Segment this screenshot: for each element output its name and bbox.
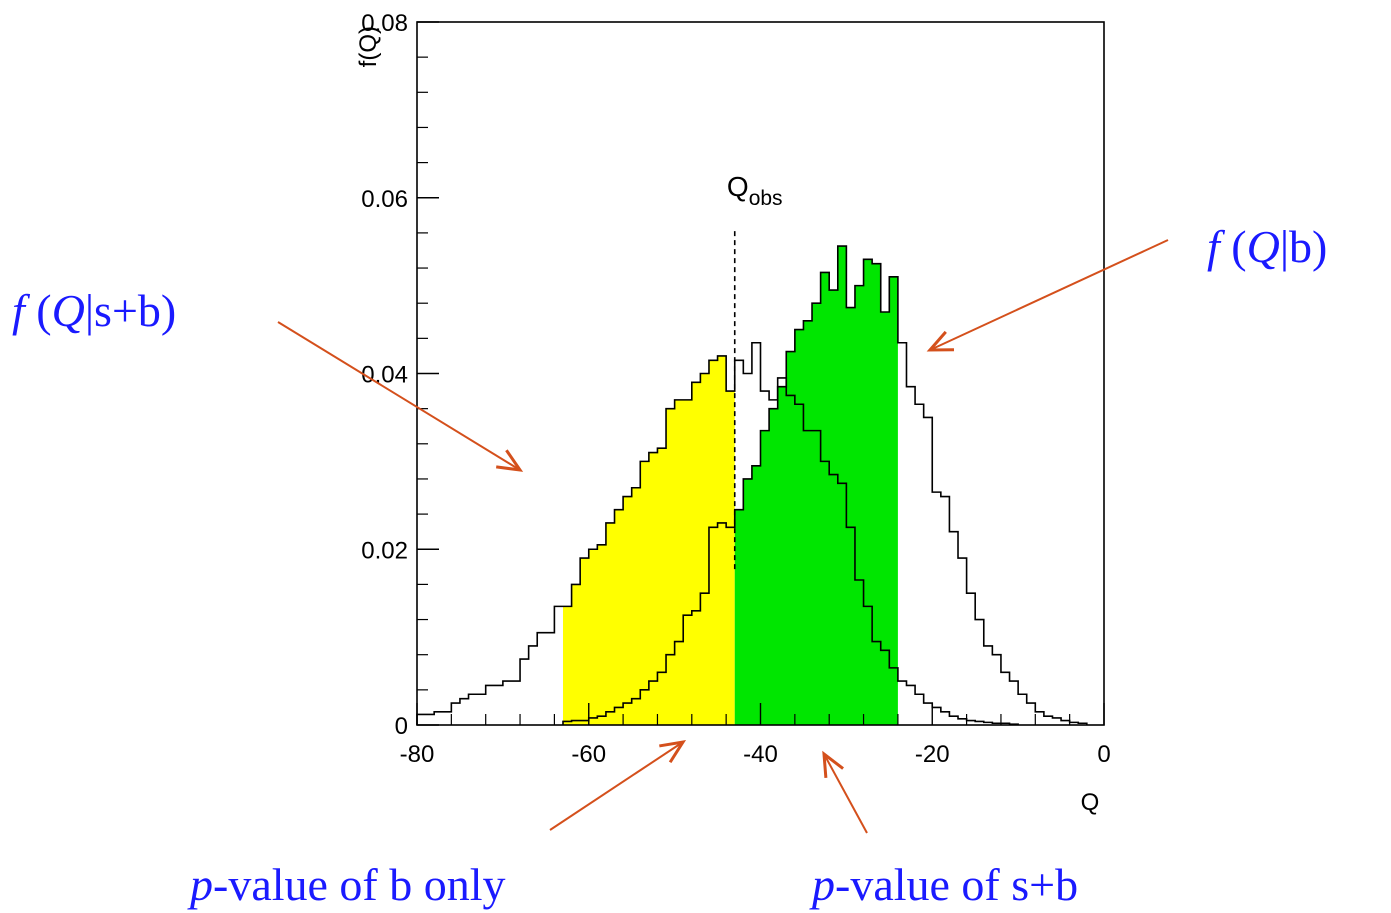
arrow-p-value-b-only: [549, 739, 687, 831]
x-tick-label: -40: [743, 741, 778, 768]
y-tick-label: 0.08: [361, 10, 408, 37]
series-f-q-sb: [416, 341, 1019, 725]
annotation-f-q-sb-open: (: [25, 285, 52, 336]
arrow-p-value-s-b: [822, 750, 868, 834]
annotation-p-value-b-only: p-value of b only: [187, 859, 506, 910]
annotation-f-q-sb: f (Q|s+b): [12, 285, 176, 336]
annotation-p-value-s-b-rest: -value of s+b: [835, 859, 1078, 910]
fill-regions: [562, 246, 898, 726]
annotation-f-q-sb-rest: |s+b): [85, 285, 176, 336]
fill-region-s-plus-b: [734, 246, 898, 726]
arrow-p-value-b-only-shaft: [549, 741, 684, 831]
fill-region-b-only: [562, 355, 735, 725]
arrow-p-value-s-b-shaft: [823, 753, 868, 834]
annotation-p-value-s-b-p: p: [809, 859, 835, 910]
x-tick-label: 0: [1097, 741, 1110, 768]
y-tick-label: 0: [395, 713, 408, 740]
arrow-f-q-sb-shaft: [277, 321, 521, 471]
y-axis-title: f(Q): [355, 26, 382, 67]
arrow-p-value-s-b-head: [822, 750, 844, 779]
q-obs-label-sub: obs: [749, 187, 783, 210]
arrow-f-q-b-shaft: [929, 239, 1169, 351]
annotation-arrows: [277, 239, 1169, 834]
annotation-p-value-b-only-p: p: [187, 859, 213, 910]
arrow-f-q-b-head: [926, 330, 955, 352]
annotation-f-q-sb-q: Q: [52, 285, 85, 336]
arrow-f-q-sb-head: [496, 449, 524, 472]
arrow-f-q-sb: [277, 321, 524, 472]
annotation-p-value-b-only-rest: -value of b only: [213, 859, 506, 910]
x-tick-label: -20: [915, 741, 950, 768]
series-f-q-b: [562, 245, 1088, 725]
arrow-f-q-b: [926, 239, 1169, 352]
annotation-p-value-s-b: p-value of s+b: [809, 859, 1078, 910]
y-tick-label: 0.04: [361, 362, 408, 389]
axis-ticks: -80 -60 -40 -20 0 0 0.02 0.04 0.06 0.08: [361, 10, 1110, 768]
annotation-f-q-b-q: Q: [1247, 221, 1280, 272]
y-tick-label: 0.02: [361, 537, 408, 564]
annotation-f-q-b: f (Q|b): [1207, 221, 1327, 272]
arrow-p-value-b-only-head: [659, 739, 687, 764]
q-obs-label: Qobs: [727, 171, 783, 210]
annotation-f-q-b-rest: |b): [1280, 221, 1328, 272]
x-axis-title: Q: [1081, 789, 1100, 816]
x-tick-label: -60: [571, 741, 606, 768]
histogram-series: [416, 245, 1088, 725]
x-tick-label: -80: [400, 741, 435, 768]
q-obs-label-main: Q: [727, 171, 749, 202]
y-tick-label: 0.06: [361, 186, 408, 213]
annotation-f-q-b-open: (: [1220, 221, 1247, 272]
q-obs-marker: Qobs: [727, 171, 783, 572]
